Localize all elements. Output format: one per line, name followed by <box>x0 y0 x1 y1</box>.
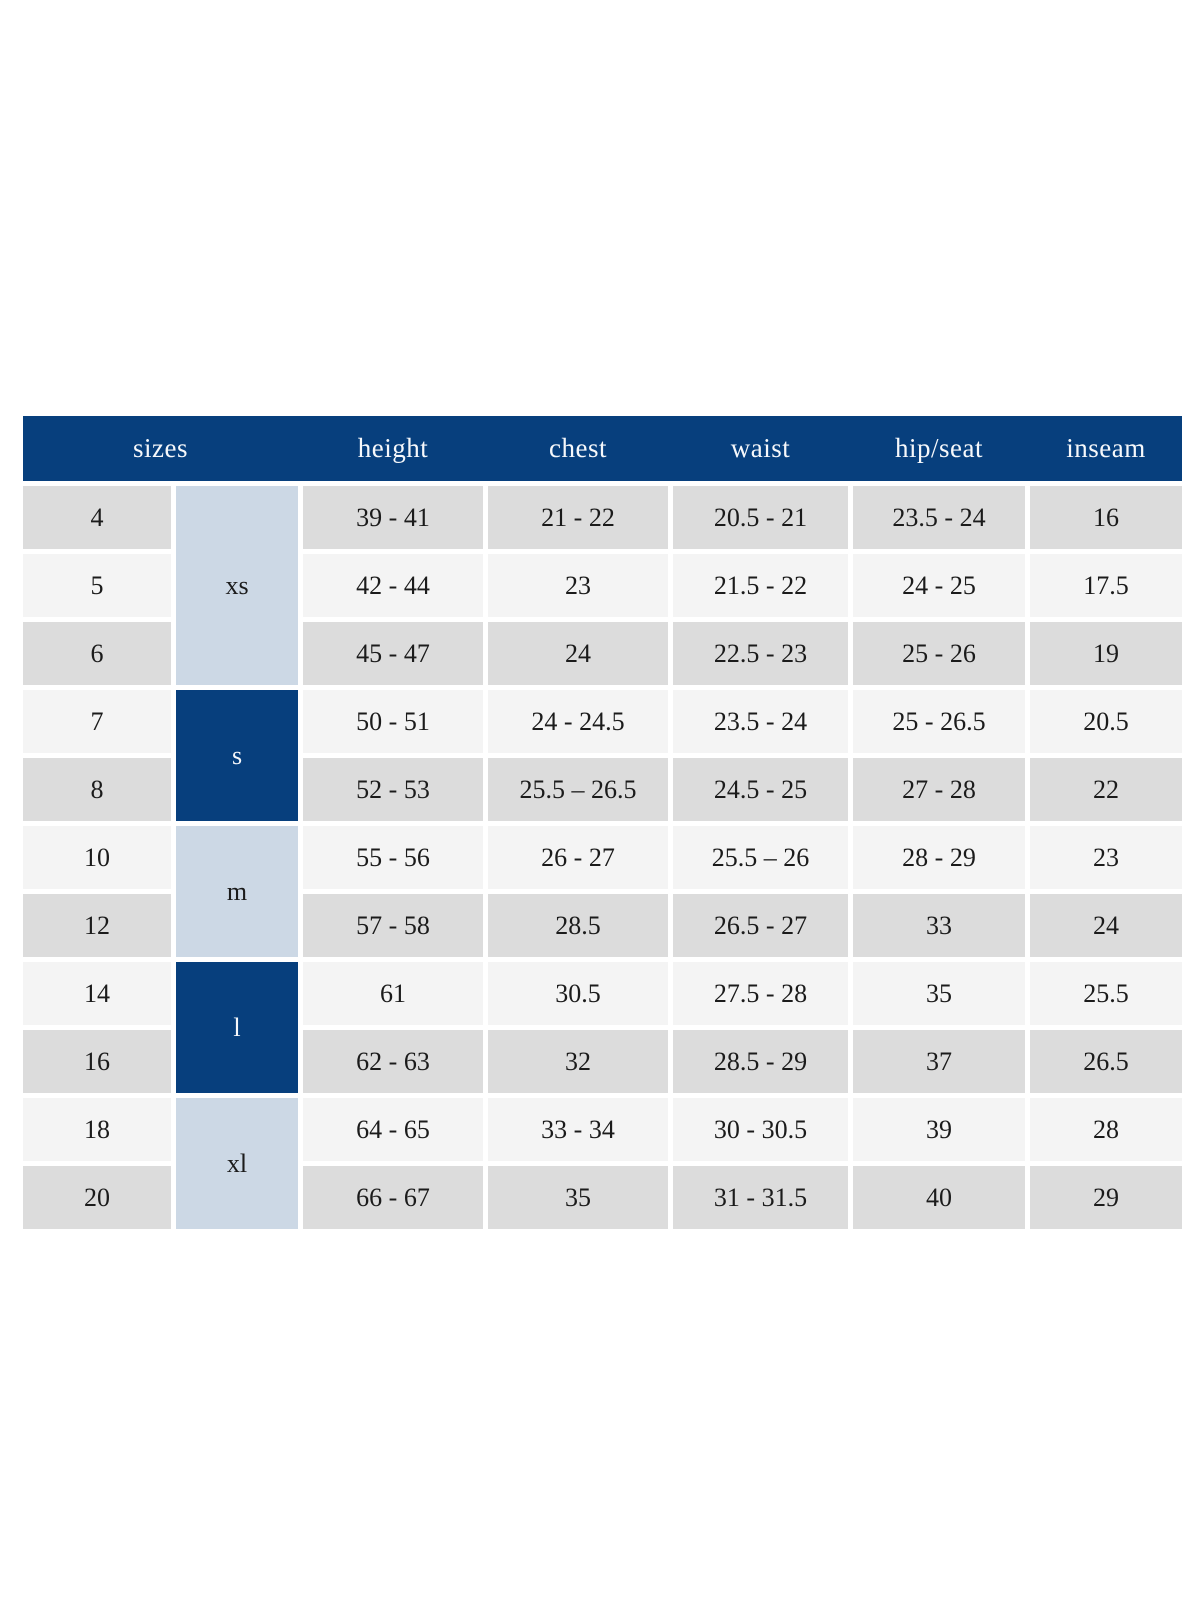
header-cell-hip-seat: hip/seat <box>895 433 983 463</box>
size-cell: 18 <box>23 1098 171 1161</box>
chest-cell: 24 <box>488 622 668 685</box>
table-body: 4 39 - 41 21 - 22 20.5 - 21 23.5 - 24 16 5 42 -… <box>23 486 1182 1229</box>
inseam-cell: 19 <box>1030 622 1182 685</box>
waist-cell: 30 - 30.5 <box>673 1098 848 1161</box>
hip-seat-cell: 40 <box>853 1166 1025 1229</box>
size-cell: 5 <box>23 554 171 617</box>
size-cell: 20 <box>23 1166 171 1229</box>
waist-cell: 22.5 - 23 <box>673 622 848 685</box>
height-cell: 42 - 44 <box>303 554 483 617</box>
height-cell: 45 - 47 <box>303 622 483 685</box>
hip-seat-cell: 27 - 28 <box>853 758 1025 821</box>
height-cell: 55 - 56 <box>303 826 483 889</box>
waist-cell: 26.5 - 27 <box>673 894 848 957</box>
inseam-cell: 16 <box>1030 486 1182 549</box>
chest-cell: 35 <box>488 1166 668 1229</box>
size-cell: 12 <box>23 894 171 957</box>
size-cell: 6 <box>23 622 171 685</box>
inseam-cell: 17.5 <box>1030 554 1182 617</box>
hip-seat-cell: 35 <box>853 962 1025 1025</box>
header-cell-height: height <box>357 433 429 463</box>
chest-cell: 28.5 <box>488 894 668 957</box>
table-header-row: sizes height chest waist hip/seat inseam <box>23 416 1182 481</box>
hip-seat-cell: 25 - 26.5 <box>853 690 1025 753</box>
hip-seat-cell: 24 - 25 <box>853 554 1025 617</box>
chest-cell: 21 - 22 <box>488 486 668 549</box>
size-cell: 10 <box>23 826 171 889</box>
hip-seat-cell: 37 <box>853 1030 1025 1093</box>
inseam-cell: 28 <box>1030 1098 1182 1161</box>
inseam-cell: 29 <box>1030 1166 1182 1229</box>
height-cell: 57 - 58 <box>303 894 483 957</box>
inseam-cell: 26.5 <box>1030 1030 1182 1093</box>
chest-cell: 33 - 34 <box>488 1098 668 1161</box>
header-cell-waist: waist <box>730 433 791 463</box>
hip-seat-cell: 23.5 - 24 <box>853 486 1025 549</box>
hip-seat-cell: 25 - 26 <box>853 622 1025 685</box>
size-group-cell-s: s <box>176 690 298 821</box>
size-cell: 14 <box>23 962 171 1025</box>
size-cell: 7 <box>23 690 171 753</box>
header-cell-sizes: sizes <box>133 433 188 463</box>
waist-cell: 21.5 - 22 <box>673 554 848 617</box>
height-cell: 52 - 53 <box>303 758 483 821</box>
chest-cell: 26 - 27 <box>488 826 668 889</box>
height-cell: 61 <box>303 962 483 1025</box>
height-cell: 62 - 63 <box>303 1030 483 1093</box>
size-group-cell-m: m <box>176 826 298 957</box>
size-cell: 4 <box>23 486 171 549</box>
inseam-cell: 20.5 <box>1030 690 1182 753</box>
hip-seat-cell: 33 <box>853 894 1025 957</box>
chest-cell: 25.5 – 26.5 <box>488 758 668 821</box>
header-cell-chest: chest <box>549 433 607 463</box>
size-cell: 8 <box>23 758 171 821</box>
chest-cell: 23 <box>488 554 668 617</box>
hip-seat-cell: 28 - 29 <box>853 826 1025 889</box>
height-cell: 50 - 51 <box>303 690 483 753</box>
size-group-cell-xl: xl <box>176 1098 298 1229</box>
inseam-cell: 25.5 <box>1030 962 1182 1025</box>
waist-cell: 20.5 - 21 <box>673 486 848 549</box>
height-cell: 39 - 41 <box>303 486 483 549</box>
height-cell: 66 - 67 <box>303 1166 483 1229</box>
size-cell: 16 <box>23 1030 171 1093</box>
hip-seat-cell: 39 <box>853 1098 1025 1161</box>
header-cell-inseam: inseam <box>1066 433 1146 463</box>
waist-cell: 25.5 – 26 <box>673 826 848 889</box>
size-chart-table: sizes height chest waist hip/seat inseam… <box>23 416 1182 1229</box>
waist-cell: 27.5 - 28 <box>673 962 848 1025</box>
chest-cell: 24 - 24.5 <box>488 690 668 753</box>
waist-cell: 24.5 - 25 <box>673 758 848 821</box>
size-group-cell-xs: xs <box>176 486 298 685</box>
height-cell: 64 - 65 <box>303 1098 483 1161</box>
inseam-cell: 23 <box>1030 826 1182 889</box>
size-group-cell-l: l <box>176 962 298 1093</box>
inseam-cell: 22 <box>1030 758 1182 821</box>
waist-cell: 23.5 - 24 <box>673 690 848 753</box>
chest-cell: 30.5 <box>488 962 668 1025</box>
inseam-cell: 24 <box>1030 894 1182 957</box>
waist-cell: 28.5 - 29 <box>673 1030 848 1093</box>
waist-cell: 31 - 31.5 <box>673 1166 848 1229</box>
chest-cell: 32 <box>488 1030 668 1093</box>
